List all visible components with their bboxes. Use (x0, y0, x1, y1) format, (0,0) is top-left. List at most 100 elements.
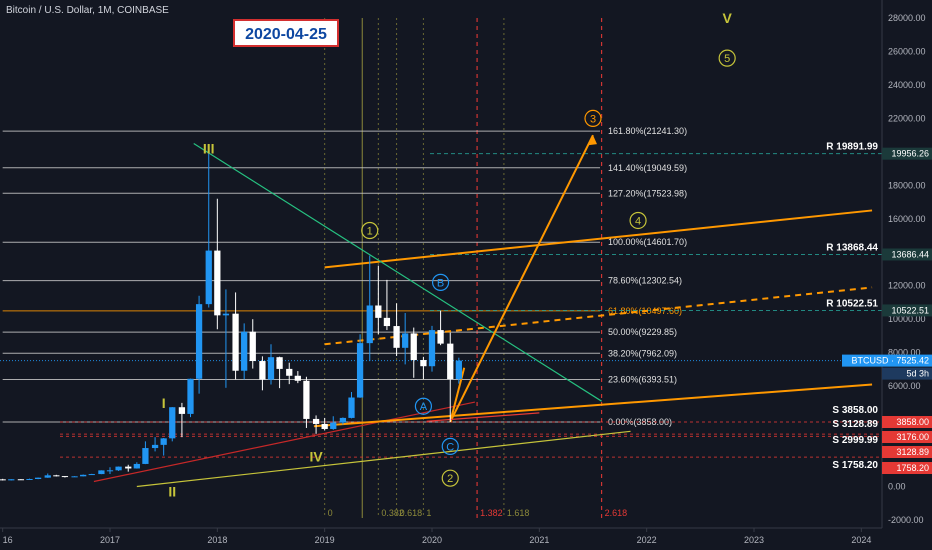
wave-label: V (722, 10, 732, 26)
support-price-tag-bg (882, 446, 932, 458)
candle-body (241, 331, 248, 371)
candle-body (330, 422, 337, 429)
fib-level-label: 0.00%(3858.00) (608, 417, 672, 427)
wave-circle (441, 437, 459, 455)
trend-green-descending (193, 142, 602, 402)
fib-level-label: 100.00%(14601.70) (608, 237, 687, 247)
candle-body (88, 474, 95, 476)
current-price-tag: BTCUSD · 7525.42 (851, 356, 929, 366)
fib-level-label: 141.40%(19049.59) (608, 163, 687, 173)
wave-label: 1 (367, 226, 373, 238)
wave-circle (431, 273, 450, 291)
date-badge-text: 2020-04-25 (245, 26, 327, 43)
wave-label: 4 (635, 215, 641, 227)
time-fib-label: 0 (328, 508, 333, 518)
candle-body (339, 417, 347, 423)
candle-body (178, 407, 186, 414)
resistance-label: R 19891.99 (826, 142, 878, 153)
candle-body (8, 479, 15, 481)
candle-body (410, 333, 417, 361)
candle-body (428, 330, 436, 367)
support-label: S 2999.99 (832, 435, 878, 446)
y-tick-label: -2000.00 (888, 515, 924, 525)
candle-body (321, 423, 328, 429)
y-tick-label: 18000.00 (888, 180, 926, 190)
support-price-tag-bg (882, 416, 932, 428)
countdown-tag-bg (882, 367, 932, 380)
candle-body (205, 250, 212, 305)
y-tick-label: 28000.00 (888, 13, 926, 23)
candle-body (44, 475, 51, 478)
candle-body (61, 476, 69, 478)
candle-body (249, 331, 256, 362)
x-tick-label: 2024 (851, 535, 871, 545)
trend-orange-wave3 (449, 134, 594, 423)
candle-body (169, 407, 176, 439)
candle-body (402, 333, 409, 348)
date-badge: 2020-04-25 (233, 19, 339, 47)
candle-body (53, 475, 60, 477)
support-price-tag: 1758.20 (896, 463, 929, 473)
x-tick-label: 2019 (315, 535, 335, 545)
time-fib-label: 2.618 (605, 508, 628, 518)
candle-body (187, 378, 194, 414)
support-label: S 3128.89 (832, 419, 878, 430)
y-tick-label: 10000.00 (888, 314, 926, 324)
trend-red (93, 401, 476, 483)
support-label: S 1758.20 (832, 460, 878, 471)
x-tick-label: 2023 (744, 535, 764, 545)
candle-body (259, 361, 266, 380)
candle-body (133, 463, 140, 469)
trend-orange-support (313, 383, 873, 428)
resistance-label: R 10522.51 (826, 298, 878, 309)
resistance-price-tag-bg (882, 304, 932, 317)
candle-body (393, 326, 400, 348)
candle-body (214, 250, 221, 316)
support-label: S 3858.00 (832, 405, 878, 416)
candle-body (375, 305, 382, 318)
resistance-price-tag-bg (882, 147, 932, 160)
support-price-tag-bg (882, 462, 932, 474)
candle-body (267, 357, 275, 380)
y-tick-label: 8000.00 (888, 348, 921, 358)
candle-body (34, 477, 42, 480)
candle-body (383, 317, 391, 327)
fib-level-label: 127.20%(17523.98) (608, 188, 687, 198)
candle-body (366, 305, 373, 344)
candle-body (348, 397, 355, 418)
time-fib-label: 1 (426, 508, 431, 518)
wave-label: I (162, 395, 166, 411)
candle-body (26, 479, 33, 481)
support-price-tag: 3858.00 (896, 417, 929, 427)
wave-circle (584, 109, 602, 128)
support-price-tag-bg (882, 431, 932, 443)
candle-body (160, 438, 167, 445)
candle-body (0, 479, 6, 481)
candle-body (115, 466, 122, 471)
wave-label: C (446, 441, 454, 453)
x-tick-label: 2021 (529, 535, 549, 545)
x-tick-label: 2022 (637, 535, 657, 545)
x-tick-label: 2017 (100, 535, 120, 545)
candle-body (276, 357, 283, 369)
candle-body (17, 479, 25, 481)
candle-body (195, 304, 203, 379)
y-tick-label: 0.00 (888, 482, 906, 492)
candle-body (106, 470, 114, 472)
candle-body (232, 313, 239, 371)
y-tick-label: 16000.00 (888, 214, 926, 224)
candle-body (437, 330, 444, 344)
fib-level-label: 161.80%(21241.30) (608, 126, 687, 136)
candle-body (303, 380, 310, 419)
candle-body (125, 466, 132, 469)
fib-level-label: 38.20%(7962.09) (608, 348, 677, 358)
y-tick-label: 6000.00 (888, 381, 921, 391)
x-tick-label: 2020 (422, 535, 442, 545)
wave-label: A (420, 401, 428, 413)
x-tick-label: 2018 (207, 535, 227, 545)
fib-level-label: 78.60%(12302.54) (608, 276, 682, 286)
wave-circle (629, 211, 647, 230)
